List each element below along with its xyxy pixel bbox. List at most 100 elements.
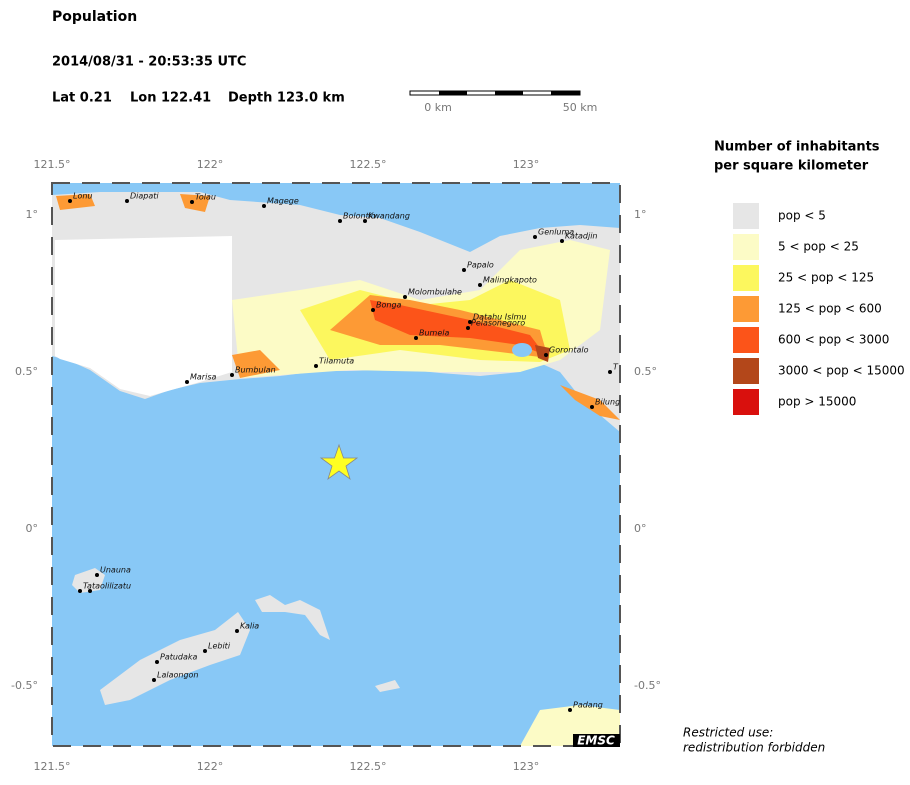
- legend-label: 600 < pop < 3000: [778, 333, 889, 347]
- legend-swatch: [733, 358, 759, 384]
- legend-swatch: [733, 234, 759, 260]
- place-dot: [78, 589, 82, 593]
- place-label: Unauna: [100, 566, 131, 575]
- place-dot: [262, 204, 266, 208]
- x-tick-label: 122.5°: [350, 158, 387, 171]
- notice: redistribution forbidden: [683, 741, 825, 755]
- place-label: Papalo: [467, 261, 494, 270]
- brand-box: [573, 734, 620, 747]
- place-label: Tolau: [195, 193, 216, 202]
- place-dot: [363, 219, 367, 223]
- place-label: Lalaongon: [157, 671, 199, 680]
- y-tick-label: 1°: [634, 208, 647, 221]
- datetime: 2014/08/31 - 20:53:35 UTC: [52, 55, 246, 70]
- place-dot: [338, 219, 342, 223]
- y-tick-label: -0.5°: [11, 679, 38, 692]
- place-label: T: [613, 363, 619, 372]
- depth: Depth 123.0 km: [228, 91, 345, 106]
- place-label: Lebiti: [208, 642, 231, 651]
- place-dot: [468, 320, 472, 324]
- legend-swatch: [733, 296, 759, 322]
- place-label: Katadjin: [565, 232, 598, 241]
- place-dot: [155, 660, 159, 664]
- place-dot: [190, 200, 194, 204]
- place-label: Padang: [573, 701, 603, 710]
- place-dot: [88, 589, 92, 593]
- place-label: Tataolilizatu: [83, 582, 131, 591]
- place-label: Diapati: [130, 192, 159, 201]
- x-tick-label: 121.5°: [34, 158, 71, 171]
- place-label: Magege: [267, 197, 299, 206]
- place-label: Patudaka: [160, 653, 198, 662]
- y-tick-label: 0°: [634, 522, 647, 535]
- place-dot: [235, 629, 239, 633]
- scale-end: 50 km: [563, 101, 598, 114]
- place-label: Kalia: [240, 622, 259, 631]
- legend-label: pop < 5: [778, 209, 826, 223]
- legend-label: 25 < pop < 125: [778, 271, 874, 285]
- x-tick-label: 122°: [197, 158, 224, 171]
- legend-swatch: [733, 203, 759, 229]
- place-dot: [568, 708, 572, 712]
- x-tick-label: 122.5°: [350, 760, 387, 773]
- place-label: Gorontalo: [549, 346, 589, 355]
- legend-swatch: [733, 265, 759, 291]
- place-dot: [462, 268, 466, 272]
- place-dot: [544, 353, 548, 357]
- place-label: Molombulahe: [408, 288, 462, 297]
- map-frame: [51, 182, 621, 747]
- place-dot: [533, 235, 537, 239]
- legend-title: Number of inhabitants: [714, 140, 880, 155]
- place-dot: [466, 326, 470, 330]
- place-dot: [560, 239, 564, 243]
- place-dot: [95, 573, 99, 577]
- x-tick-label: 122°: [197, 760, 224, 773]
- epicenter: [319, 443, 359, 481]
- place-dot: [414, 336, 418, 340]
- legend-label: 5 < pop < 25: [778, 240, 859, 254]
- place-dot: [590, 405, 594, 409]
- place-label: Bonga: [376, 301, 402, 310]
- lon: Lon 122.41: [130, 91, 211, 106]
- place-dot: [185, 380, 189, 384]
- place-label: Bumbulan: [235, 366, 276, 375]
- y-tick-label: 1°: [26, 208, 39, 221]
- place-dot: [608, 370, 612, 374]
- x-tick-label: 123°: [513, 158, 540, 171]
- place-dot: [152, 678, 156, 682]
- title: Population: [52, 9, 137, 25]
- place-label: Malingkapoto: [483, 276, 537, 285]
- place-label: Marisa: [190, 373, 216, 382]
- place-dot: [371, 308, 375, 312]
- place-label: Bolontio: [343, 212, 376, 221]
- place-dot: [478, 283, 482, 287]
- place-label: Pelasonegoro: [471, 319, 525, 328]
- x-tick-label: 123°: [513, 760, 540, 773]
- notice: Restricted use:: [683, 726, 773, 740]
- place-label: Kwandang: [368, 212, 410, 221]
- place-dot: [203, 649, 207, 653]
- lat: Lat 0.21: [52, 91, 112, 106]
- legend-label: pop > 15000: [778, 395, 856, 409]
- place-label: Bumela: [419, 329, 449, 338]
- legend-swatch: [733, 389, 759, 415]
- place-dot: [230, 373, 234, 377]
- legend-title: per square kilometer: [714, 159, 869, 174]
- y-tick-label: 0.5°: [634, 365, 657, 378]
- legend-swatch: [733, 327, 759, 353]
- legend-label: 3000 < pop < 15000: [778, 364, 905, 378]
- scale-bar: [409, 90, 581, 96]
- place-dot: [68, 199, 72, 203]
- place-dot: [314, 364, 318, 368]
- x-tick-label: 121.5°: [34, 760, 71, 773]
- brand: EMSC: [577, 734, 615, 748]
- legend-label: 125 < pop < 600: [778, 302, 882, 316]
- place-label: Bilung: [595, 398, 620, 407]
- place-dot: [403, 295, 407, 299]
- place-label: Lonu: [73, 192, 93, 201]
- y-tick-label: 0°: [26, 522, 39, 535]
- y-tick-label: 0.5°: [15, 365, 38, 378]
- place-label: Datahu Islmu: [473, 313, 526, 322]
- y-tick-label: -0.5°: [634, 679, 661, 692]
